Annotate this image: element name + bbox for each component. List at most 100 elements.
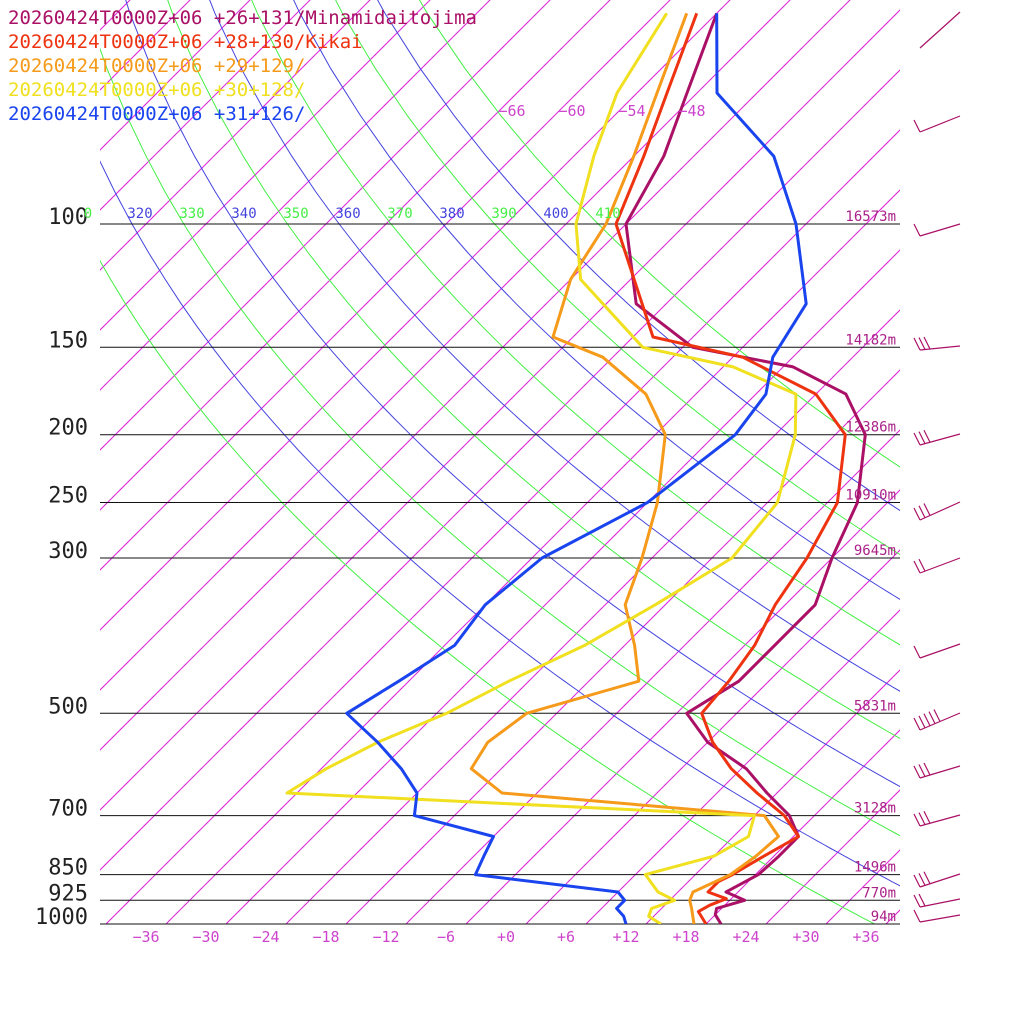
level-height-label: 1496m [854, 860, 896, 876]
dry-adiabat-line [100, 259, 876, 924]
dry-adiabat-line [377, 0, 900, 512]
wind-barb [913, 709, 961, 731]
isotherm-line [0, 0, 155, 924]
theta-label: 380 [439, 206, 464, 222]
isotherm-line [100, 0, 671, 571]
isotherm-line [100, 0, 551, 451]
sounding-line-4 [285, 12, 798, 924]
theta-label: 350 [283, 206, 308, 222]
isotherm-line [645, 669, 900, 924]
isotherm-line [100, 0, 791, 691]
temperature-tick-label: +12 [612, 928, 639, 946]
temperature-tick-label: −6 [437, 928, 455, 946]
isotherm-line [100, 0, 131, 31]
upper-temperature-label: −54 [618, 102, 645, 120]
upper-temperature-label: −66 [498, 102, 525, 120]
isotherm-line [100, 0, 851, 751]
wind-barb [913, 429, 961, 446]
isotherm-line [285, 309, 900, 924]
level-height-label: 14182m [845, 332, 896, 348]
pressure-level-label: 850 [48, 856, 88, 881]
temperature-tick-label: −12 [372, 928, 399, 946]
pressure-level-label: 700 [48, 797, 88, 822]
isotherm-line [465, 489, 900, 924]
isotherm-line [100, 9, 900, 811]
legend-entry-4: 20260424T0000Z+06 +30+128/ [8, 79, 305, 101]
dry-adiabat-line [418, 0, 900, 468]
wind-barb [913, 643, 961, 659]
isotherm-line [225, 249, 900, 924]
isotherm-line [825, 849, 900, 924]
isotherm-line [0, 0, 215, 924]
level-height-label: 5831m [854, 698, 896, 714]
theta-label: 330 [179, 206, 204, 222]
level-height-label: 770m [862, 885, 896, 901]
sounding-line-2 [614, 12, 847, 924]
dry-adiabat-line [335, 0, 900, 556]
wind-barb [913, 909, 961, 923]
temperature-tick-label: −18 [312, 928, 339, 946]
level-height-label: 10910m [845, 488, 896, 504]
theta-label: 340 [231, 206, 256, 222]
legend-entry-2: 20260424T0000Z+06 +28+130/Kikai [8, 31, 363, 53]
temperature-tick-label: +24 [732, 928, 759, 946]
wind-barb [913, 871, 961, 888]
isotherm-line [100, 0, 491, 391]
wind-barb [913, 557, 961, 574]
sounding-line-1 [624, 12, 867, 924]
pressure-level-label: 1000 [35, 905, 88, 930]
level-height-label: 12386m [845, 420, 896, 436]
isotherm-line [165, 189, 900, 924]
isotherm-line [405, 429, 900, 924]
temperature-tick-label: −30 [192, 928, 219, 946]
level-height-label: 9645m [854, 543, 896, 559]
upper-temperature-label: −60 [558, 102, 585, 120]
theta-label: 370 [387, 206, 412, 222]
isotherm-line [525, 549, 900, 924]
dry-adiabat-line [100, 47, 900, 837]
wind-barb [913, 893, 961, 908]
isotherm-line [345, 369, 900, 924]
isotherm-line [885, 909, 900, 924]
wind-barb [913, 223, 961, 237]
wind-barb [913, 762, 961, 779]
sounding-line-3 [469, 12, 780, 924]
pressure-level-label: 300 [48, 539, 88, 564]
dry-adiabat-line [293, 0, 900, 600]
dry-adiabat-line [100, 160, 900, 887]
temperature-tick-label: +6 [557, 928, 575, 946]
dry-adiabat-line [167, 0, 900, 740]
isotherm-line [0, 0, 335, 924]
level-height-label: 16573m [845, 209, 896, 225]
dry-adiabat-line [209, 0, 900, 692]
pressure-level-label: 925 [48, 881, 88, 906]
wind-barb [913, 115, 961, 133]
pressure-level-label: 200 [48, 416, 88, 441]
theta-label: 400 [543, 206, 568, 222]
pressure-level-label: 100 [48, 205, 88, 230]
legend-entry-3: 20260424T0000Z+06 +29+129/ [8, 55, 305, 77]
isotherm-line [100, 0, 431, 331]
pressure-level-label: 250 [48, 484, 88, 509]
temperature-tick-label: −36 [132, 928, 159, 946]
pressure-level-label: 150 [48, 328, 88, 353]
isotherm-line [100, 0, 371, 271]
dry-adiabat-line [251, 0, 900, 646]
isotherm-line [0, 0, 95, 924]
isotherm-line [765, 789, 900, 924]
dry-adiabat-line [125, 0, 900, 788]
temperature-tick-label: +30 [792, 928, 819, 946]
isotherm-line [946, 0, 1024, 924]
isotherm-line [100, 0, 611, 511]
wind-barb [913, 810, 961, 827]
isotherm-line [100, 0, 251, 151]
level-height-label: 3128m [854, 801, 896, 817]
theta-label: 390 [491, 206, 516, 222]
temperature-tick-label: +18 [672, 928, 699, 946]
temperature-tick-label: +0 [497, 928, 515, 946]
isotherm-line [100, 69, 900, 871]
pressure-level-label: 500 [48, 694, 88, 719]
upper-temperature-label: −48 [678, 102, 705, 120]
isotherm-line [100, 0, 311, 211]
